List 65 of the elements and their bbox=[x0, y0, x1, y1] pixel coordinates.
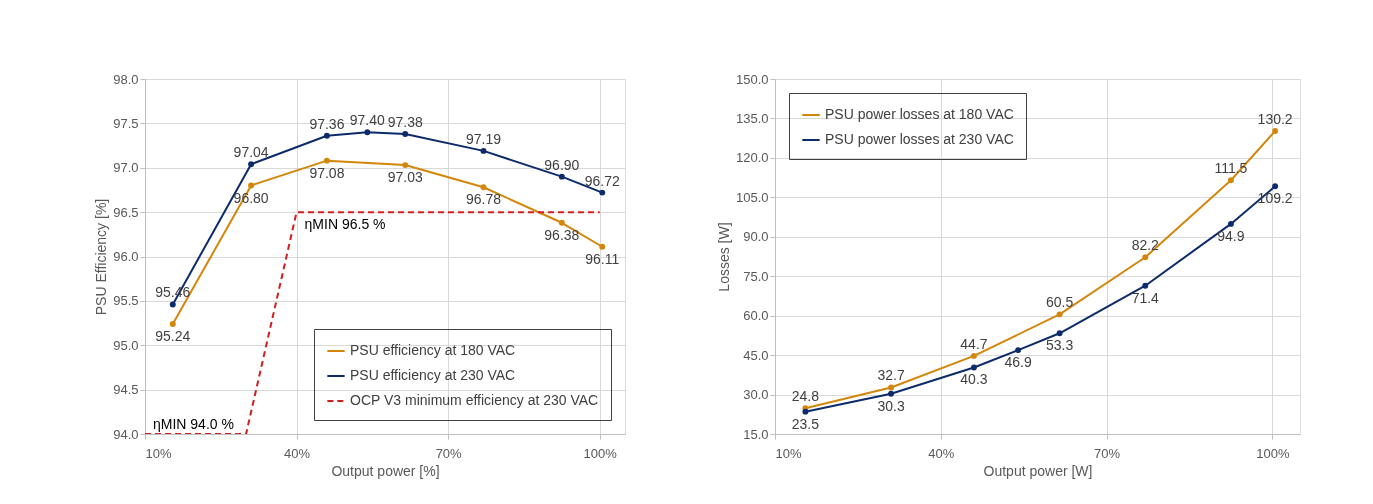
y-tick-label: 96.0 bbox=[113, 249, 139, 264]
data-label: 71.4 bbox=[1131, 289, 1160, 306]
x-tick-label: 100% bbox=[583, 445, 618, 461]
data-label: 23.5 bbox=[791, 415, 820, 432]
y-tick-label: 96.5 bbox=[113, 204, 139, 220]
data-label: 46.9 bbox=[1004, 354, 1032, 371]
annotation: ηMIN 94.0 % bbox=[153, 416, 234, 432]
y-tick-label: 45.0 bbox=[743, 347, 769, 363]
legend-label: OCP V3 minimum efficiency at 230 VAC bbox=[350, 392, 599, 408]
x-tick-label: 10% bbox=[775, 445, 802, 461]
data-label: 97.08 bbox=[309, 164, 345, 181]
y-tick-label: 60.0 bbox=[743, 308, 769, 324]
data-label: 97.19 bbox=[466, 130, 502, 147]
y-tick-label: 95.5 bbox=[113, 293, 139, 309]
x-tick-label: 70% bbox=[1094, 445, 1121, 461]
legend-label: PSU power losses at 230 VAC bbox=[825, 131, 1014, 147]
y-tick-label: 105.0 bbox=[735, 189, 769, 205]
x-axis-title: Output power [W] bbox=[983, 462, 1093, 479]
y-tick-label: 95.0 bbox=[113, 337, 139, 353]
x-tick-label: 40% bbox=[928, 445, 955, 461]
x-tick-label: 100% bbox=[1256, 445, 1290, 461]
y-tick-label: 150.0 bbox=[735, 71, 769, 87]
data-label: 96.38 bbox=[544, 226, 580, 243]
y-tick-label: 94.0 bbox=[113, 426, 139, 442]
data-label: 97.40 bbox=[349, 112, 386, 129]
y-axis-title: Losses [W] bbox=[715, 222, 732, 292]
x-tick-label: 70% bbox=[435, 445, 463, 461]
data-label: 97.38 bbox=[387, 114, 423, 131]
y-tick-label: 98.0 bbox=[113, 71, 139, 87]
x-tick-label: 40% bbox=[284, 445, 311, 461]
data-label: 82.2 bbox=[1131, 237, 1160, 254]
data-label: 24.8 bbox=[791, 388, 820, 405]
data-label: 130.2 bbox=[1257, 111, 1293, 128]
y-tick-label: 90.0 bbox=[743, 229, 769, 245]
data-label: 95.24 bbox=[155, 327, 191, 344]
y-tick-label: 135.0 bbox=[735, 110, 769, 126]
legend-label: PSU efficiency at 230 VAC bbox=[350, 367, 516, 383]
data-label: 32.7 bbox=[877, 367, 905, 384]
data-label: 109.2 bbox=[1257, 190, 1293, 207]
y-tick-label: 97.0 bbox=[113, 160, 139, 176]
data-label: 97.04 bbox=[233, 144, 269, 161]
y-tick-label: 97.5 bbox=[113, 115, 139, 131]
data-label: 94.9 bbox=[1217, 227, 1245, 244]
data-label: 96.11 bbox=[585, 250, 620, 267]
y-axis-title: PSU Efficiency [%] bbox=[93, 198, 110, 316]
data-label: 96.78 bbox=[466, 191, 502, 208]
data-label: 96.90 bbox=[544, 156, 580, 173]
y-tick-label: 30.0 bbox=[743, 387, 769, 403]
annotation: ηMIN 96.5 % bbox=[304, 216, 386, 233]
y-tick-label: 75.0 bbox=[743, 268, 769, 284]
x-axis-title: Output power [%] bbox=[331, 462, 440, 479]
y-tick-label: 120.0 bbox=[735, 150, 769, 166]
data-label: 97.03 bbox=[387, 169, 423, 186]
y-tick-label: 15.0 bbox=[743, 426, 769, 442]
x-tick-label: 10% bbox=[145, 445, 172, 461]
data-label: 60.5 bbox=[1045, 294, 1074, 311]
legend-label: PSU power losses at 180 VAC bbox=[825, 106, 1014, 122]
legend-label: PSU efficiency at 180 VAC bbox=[350, 342, 516, 358]
y-tick-label: 94.5 bbox=[113, 382, 139, 398]
data-label: 97.36 bbox=[309, 115, 345, 132]
data-label: 53.3 bbox=[1045, 337, 1074, 354]
data-label: 96.72 bbox=[584, 172, 620, 189]
data-label: 30.3 bbox=[877, 397, 905, 414]
data-label: 40.3 bbox=[960, 371, 988, 388]
data-label: 44.7 bbox=[960, 335, 988, 352]
